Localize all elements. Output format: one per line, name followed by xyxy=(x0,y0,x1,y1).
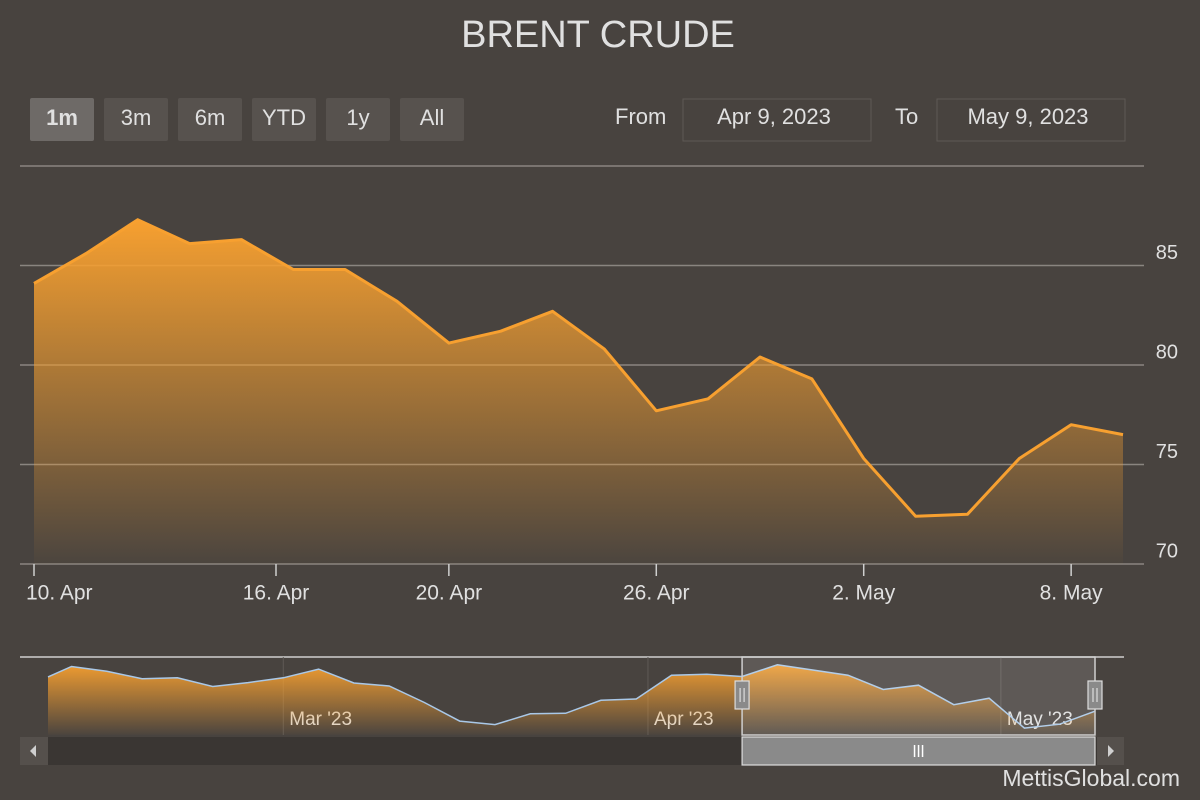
x-tick-label: 16. Apr xyxy=(243,582,310,605)
range-button[interactable] xyxy=(252,98,316,141)
range-button-label[interactable]: 3m xyxy=(121,105,152,130)
to-value[interactable]: May 9, 2023 xyxy=(967,104,1088,129)
y-tick-label: 85 xyxy=(1156,242,1178,264)
x-tick-label: 26. Apr xyxy=(623,582,690,605)
navigator-handle[interactable] xyxy=(1087,680,1103,710)
x-tick-label: 20. Apr xyxy=(416,582,483,605)
navigator-area xyxy=(48,664,1095,735)
credit[interactable]: MettisGlobal.com xyxy=(1002,765,1180,791)
area-fill xyxy=(34,219,1123,564)
range-button-label[interactable]: YTD xyxy=(262,105,306,130)
y-tick-label: 80 xyxy=(1156,341,1178,363)
range-button-label[interactable]: 6m xyxy=(195,105,226,130)
to-label: To xyxy=(895,104,918,129)
to-input[interactable] xyxy=(936,98,1126,142)
arrow-left xyxy=(30,745,36,757)
y-tick-label: 75 xyxy=(1156,441,1178,463)
range-button[interactable] xyxy=(178,98,242,141)
range-button-label[interactable]: 1y xyxy=(346,105,369,130)
x-tick-label: 2. May xyxy=(832,582,896,605)
from-input[interactable] xyxy=(682,98,872,142)
range-button[interactable] xyxy=(400,98,464,141)
navigator-line xyxy=(47,664,1096,729)
chart-title: BRENT CRUDE xyxy=(461,14,735,56)
range-button[interactable] xyxy=(104,98,168,141)
price-line xyxy=(33,218,1124,518)
y-tick-label: 70 xyxy=(1156,540,1178,562)
arrow-right xyxy=(1108,745,1114,757)
x-tick-label: 10. Apr xyxy=(26,582,93,605)
range-button[interactable] xyxy=(326,98,390,141)
from-label: From xyxy=(615,104,666,129)
range-button-label[interactable]: All xyxy=(420,105,444,130)
x-tick-label: 8. May xyxy=(1040,582,1104,605)
range-button-label[interactable]: 1m xyxy=(46,105,78,130)
navigator-handle[interactable] xyxy=(734,680,750,710)
range-button[interactable] xyxy=(30,98,94,141)
navigator-window[interactable] xyxy=(741,656,1096,736)
from-value[interactable]: Apr 9, 2023 xyxy=(717,104,831,129)
